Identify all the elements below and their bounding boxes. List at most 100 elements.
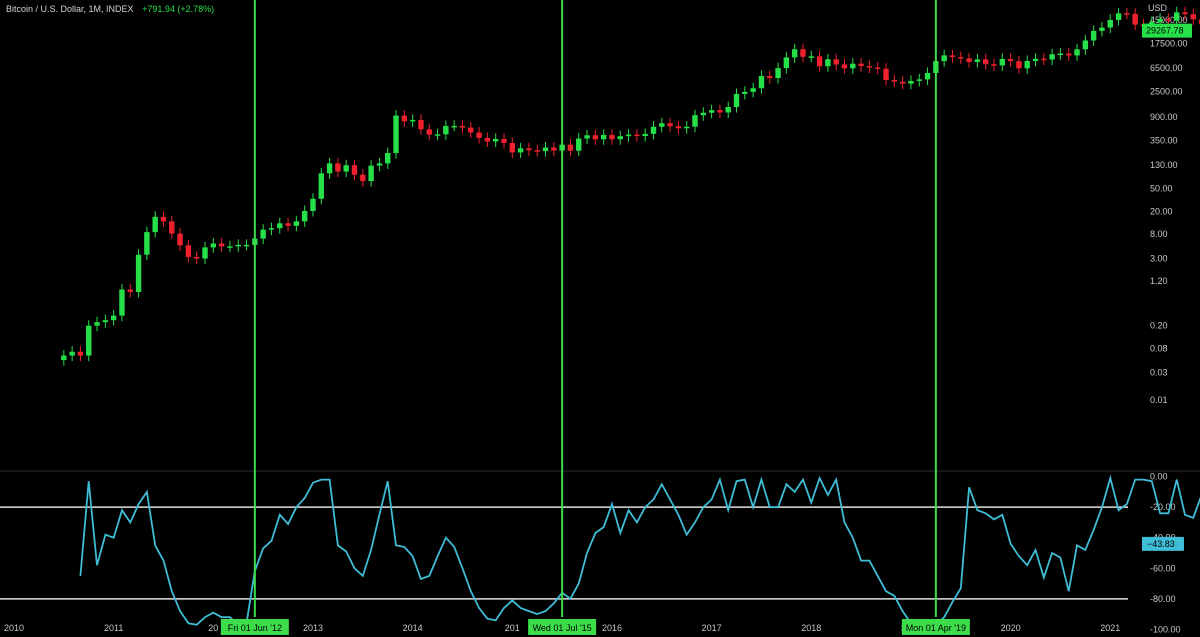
candle-body bbox=[949, 55, 956, 58]
vertical-marker-label: Fri 01 Jun '12 bbox=[228, 623, 282, 633]
candle-body bbox=[916, 79, 922, 81]
candle-body bbox=[492, 138, 499, 142]
candle-body bbox=[808, 56, 814, 58]
time-axis-tick: 201 bbox=[505, 623, 520, 633]
candle-body bbox=[974, 59, 981, 62]
price-axis-tick: 17500.00 bbox=[1150, 38, 1188, 48]
time-axis-tick: 2016 bbox=[602, 623, 622, 633]
candle-body bbox=[484, 137, 491, 142]
candle-body bbox=[875, 67, 881, 70]
candle-body bbox=[160, 216, 167, 222]
candle-body bbox=[999, 58, 1005, 66]
candle-body bbox=[185, 245, 192, 257]
time-axis-tick: 20 bbox=[208, 623, 218, 633]
oscillator-axis-tick: -100.00 bbox=[1150, 624, 1181, 634]
candle-body bbox=[517, 148, 524, 153]
candle-body bbox=[883, 68, 889, 80]
candle-body bbox=[426, 129, 432, 135]
candle-body bbox=[509, 142, 515, 153]
candle-body bbox=[634, 134, 640, 137]
candle-body bbox=[725, 107, 731, 113]
candle-body bbox=[1090, 30, 1097, 41]
candle-body bbox=[318, 173, 324, 199]
candle-body bbox=[1066, 53, 1072, 56]
candle-body bbox=[468, 127, 474, 133]
oscillator-axis-tick: -80.00 bbox=[1150, 594, 1176, 604]
candle-body bbox=[501, 138, 507, 143]
candle-body bbox=[86, 325, 92, 356]
candle-body bbox=[1099, 27, 1105, 31]
candle-body bbox=[1032, 58, 1039, 61]
candle-body bbox=[376, 163, 383, 166]
oscillator-axis-tick: -20.00 bbox=[1150, 502, 1176, 512]
time-axis-tick: 2010 bbox=[4, 623, 24, 633]
candle-body bbox=[617, 136, 623, 140]
candle-body bbox=[551, 147, 557, 151]
candle-body bbox=[684, 126, 690, 129]
price-axis-tick: 6500.00 bbox=[1150, 63, 1183, 73]
candle-body bbox=[899, 81, 906, 84]
candle-body bbox=[177, 233, 183, 246]
candle-body bbox=[418, 119, 424, 130]
candle-body bbox=[61, 355, 67, 361]
candle-body bbox=[675, 126, 682, 129]
candle-body bbox=[767, 76, 773, 79]
candle-body bbox=[110, 315, 117, 321]
vertical-marker-badge bbox=[901, 619, 970, 635]
candle-body bbox=[1182, 12, 1188, 15]
candle-body bbox=[69, 351, 75, 356]
candle-body bbox=[102, 320, 109, 323]
vertical-marker-label: Wed 01 Jul '15 bbox=[533, 623, 592, 633]
currency-label: USD bbox=[1148, 3, 1168, 13]
price-axis-tick: 2500.00 bbox=[1150, 87, 1183, 97]
candle-body bbox=[783, 57, 790, 69]
candle-body bbox=[991, 64, 997, 66]
candle-body bbox=[692, 115, 698, 127]
candle-body bbox=[285, 223, 291, 226]
candle-body bbox=[600, 134, 607, 140]
time-axis-tick: 2011 bbox=[104, 623, 123, 633]
candle-body bbox=[1198, 19, 1200, 24]
candle-body bbox=[1165, 18, 1172, 21]
price-axis-tick: 0.20 bbox=[1150, 321, 1168, 331]
candle-body bbox=[1082, 40, 1089, 50]
vertical-marker-label: Mon 01 Apr '19 bbox=[906, 623, 966, 633]
candle-body bbox=[476, 132, 482, 138]
candle-body bbox=[891, 79, 898, 82]
candle-body bbox=[335, 163, 341, 172]
candle-body bbox=[202, 247, 208, 259]
candle-body bbox=[642, 133, 648, 137]
candle-body bbox=[650, 126, 657, 134]
candle-body bbox=[866, 66, 873, 68]
candle-body bbox=[135, 254, 142, 292]
candle-body bbox=[526, 148, 532, 151]
candle-body bbox=[534, 150, 540, 152]
candle-body bbox=[1016, 61, 1022, 69]
oscillator-axis-tick: 0.00 bbox=[1150, 472, 1168, 482]
candle-body bbox=[1057, 53, 1064, 56]
candle-body bbox=[708, 110, 715, 113]
price-axis-tick: 50.00 bbox=[1150, 184, 1173, 194]
symbol-title: Bitcoin / U.S. Dollar, 1M, INDEX bbox=[6, 4, 134, 14]
candle-body bbox=[924, 72, 931, 80]
candle-body bbox=[567, 144, 574, 151]
price-axis-tick: 130.00 bbox=[1150, 160, 1178, 170]
candle-body bbox=[401, 115, 408, 122]
oscillator-line bbox=[79, 474, 1200, 628]
candle-body bbox=[351, 165, 358, 175]
candle-body bbox=[127, 289, 133, 292]
candle-body bbox=[982, 59, 989, 65]
candle-body bbox=[459, 125, 466, 128]
candle-body bbox=[293, 221, 300, 226]
candle-body bbox=[576, 138, 582, 151]
candle-body bbox=[301, 210, 308, 222]
candle-body bbox=[94, 322, 100, 326]
oscillator-last-badge bbox=[1142, 536, 1184, 551]
oscillator-last-label: −43.83 bbox=[1147, 539, 1175, 549]
candle-body bbox=[908, 80, 914, 84]
candle-body bbox=[1124, 13, 1130, 15]
candle-body bbox=[360, 174, 366, 182]
time-axis-tick: 2014 bbox=[403, 623, 423, 633]
candle-body bbox=[625, 134, 632, 137]
